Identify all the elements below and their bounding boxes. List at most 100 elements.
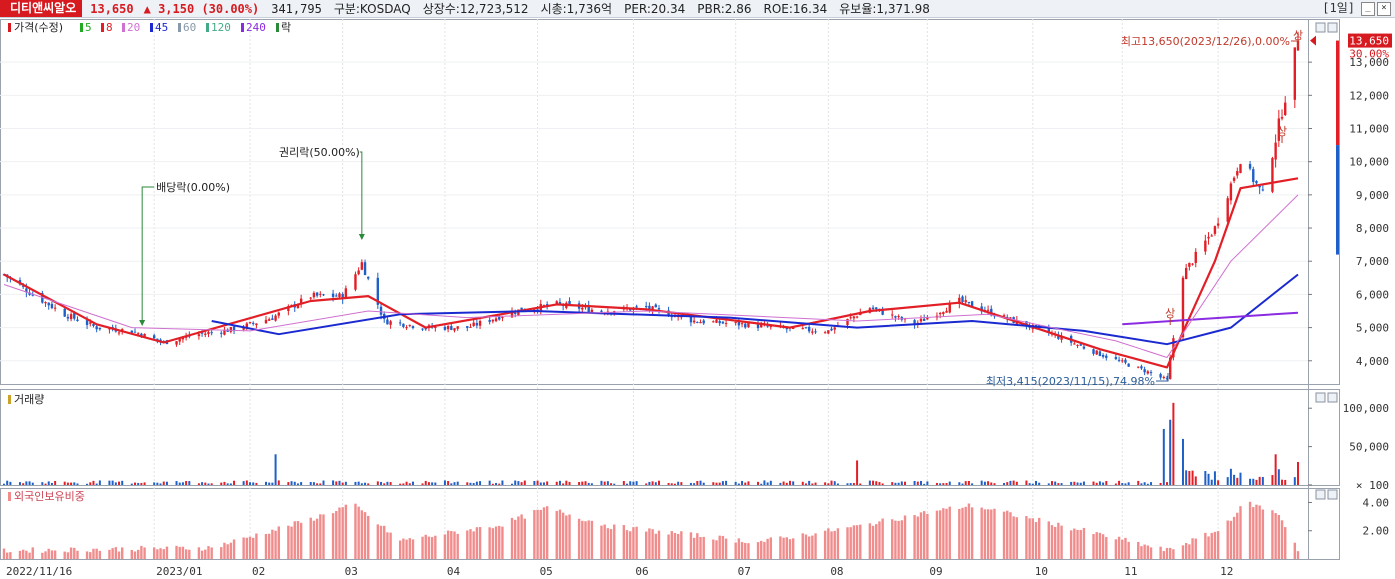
- candle: [1047, 328, 1050, 334]
- candle: [178, 339, 181, 342]
- candle: [274, 315, 277, 321]
- candle: [331, 293, 335, 297]
- minimize-icon[interactable]: _: [1361, 2, 1375, 16]
- candle: [970, 301, 974, 308]
- foreign-bar: [545, 506, 549, 559]
- volume-bar: [197, 483, 200, 485]
- foreign-bar: [740, 542, 744, 559]
- candle: [389, 321, 392, 325]
- foreign-bar: [1002, 511, 1006, 559]
- foreign-bar: [322, 514, 325, 559]
- candle: [242, 327, 245, 330]
- volume-bar: [651, 481, 654, 485]
- volume-bar: [916, 481, 919, 485]
- volume-bar: [1140, 483, 1143, 485]
- candle: [277, 312, 280, 316]
- stock-name[interactable]: 디티앤씨알오: [0, 0, 83, 17]
- foreign-bar: [344, 504, 348, 559]
- foreign-bar: [223, 542, 226, 559]
- candle: [472, 322, 475, 326]
- volume-bar: [255, 482, 258, 485]
- candle: [558, 302, 562, 304]
- volume-bar: [744, 482, 747, 485]
- candle: [590, 309, 594, 313]
- candle: [814, 331, 817, 333]
- volume-bar: [1229, 468, 1232, 485]
- candle: [402, 323, 405, 327]
- legend-ma-240: 240: [246, 21, 266, 34]
- foreign-bar: [1146, 545, 1150, 559]
- foreign-bar: [277, 526, 280, 559]
- panel-close-icon[interactable]: [1327, 392, 1338, 403]
- candle: [696, 321, 699, 323]
- foreign-bar: [319, 514, 322, 559]
- market: 구분:KOSDAQ: [333, 2, 411, 16]
- volume-bar: [1159, 482, 1162, 485]
- candle: [469, 326, 472, 328]
- stock-chart[interactable]: 2022/11/16 2023/01 02 03 04 05 06 07 08 09 10 11 12 4…: [0, 17, 1395, 579]
- volume-bar: [1194, 476, 1197, 485]
- volume-bar: [1172, 402, 1175, 485]
- foreign-bar: [338, 507, 341, 559]
- foreign-bar: [229, 542, 233, 559]
- candle: [181, 337, 185, 340]
- candle: [1165, 378, 1169, 380]
- panel-close-icon[interactable]: [1327, 22, 1338, 33]
- price-legend-marker: [8, 23, 11, 32]
- foreign-bar: [1149, 547, 1153, 559]
- volume-bar: [935, 482, 938, 485]
- legend-ma-marker: [150, 23, 153, 32]
- foreign-bar: [756, 542, 760, 559]
- foreign-bar: [520, 514, 523, 559]
- foreign-bar: [846, 527, 849, 559]
- volume-bar: [578, 482, 581, 485]
- candle: [411, 326, 415, 329]
- volume-bar: [22, 483, 25, 485]
- candle: [871, 307, 875, 310]
- volume-bar: [514, 480, 517, 485]
- candle: [1293, 47, 1297, 100]
- candle: [1124, 359, 1127, 363]
- volume-bar: [488, 480, 491, 485]
- ma-line-20: [3, 194, 1299, 359]
- candle: [514, 313, 517, 315]
- volume-bar: [782, 481, 785, 485]
- legend-ma-marker: [178, 23, 181, 32]
- foreign-bar: [108, 549, 111, 559]
- today-range-bar: [1336, 40, 1339, 146]
- panel-restore-icon[interactable]: [1315, 392, 1326, 403]
- current-price-tag-label: 13,650: [1349, 35, 1389, 48]
- period-selector[interactable]: [1일]: [1322, 1, 1355, 15]
- candle: [229, 327, 233, 332]
- volume-bar: [987, 481, 990, 485]
- candle: [721, 321, 725, 324]
- foreign-bar: [130, 549, 134, 559]
- volume-bar: [1150, 482, 1153, 485]
- close-icon[interactable]: ×: [1377, 2, 1391, 16]
- foreign-bar: [1172, 549, 1175, 559]
- foreign-bars: [2, 501, 1300, 559]
- candle: [849, 317, 852, 319]
- legend-event-label: 락: [281, 21, 291, 34]
- volume-bar: [584, 481, 587, 485]
- volume-bar: [264, 481, 267, 485]
- volume-bar: [523, 480, 526, 485]
- volume-bar: [229, 483, 232, 485]
- foreign-bar: [807, 536, 811, 559]
- volume-bar: [868, 480, 871, 485]
- candle: [1127, 363, 1130, 367]
- candle: [651, 306, 654, 312]
- panel-restore-icon[interactable]: [1315, 489, 1326, 500]
- limit-up-marker: 상: [1165, 307, 1175, 320]
- legend-ma-marker: [241, 23, 244, 32]
- candle: [315, 292, 319, 296]
- candle: [657, 308, 661, 310]
- panel-close-icon[interactable]: [1327, 489, 1338, 500]
- candle: [833, 327, 836, 330]
- foreign-bar: [427, 536, 431, 559]
- volume-bar: [1003, 482, 1006, 485]
- volume-bar: [1114, 483, 1117, 485]
- volume-bar: [980, 480, 983, 485]
- candle: [1117, 359, 1121, 361]
- panel-restore-icon[interactable]: [1315, 22, 1326, 33]
